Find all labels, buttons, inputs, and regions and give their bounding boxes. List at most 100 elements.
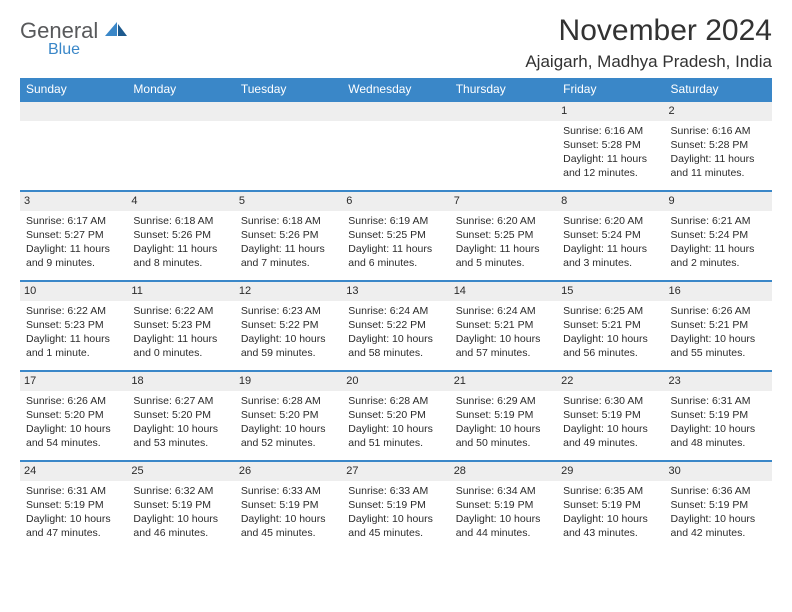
day-sunrise: Sunrise: 6:33 AM <box>241 484 336 498</box>
day-cell: 4Sunrise: 6:18 AMSunset: 5:26 PMDaylight… <box>127 191 234 281</box>
day-sunset: Sunset: 5:19 PM <box>456 408 551 422</box>
day-cell: 30Sunrise: 6:36 AMSunset: 5:19 PMDayligh… <box>665 461 772 551</box>
day-number: 14 <box>450 282 557 301</box>
day-daylight2: and 7 minutes. <box>241 256 336 270</box>
day-sunrise: Sunrise: 6:34 AM <box>456 484 551 498</box>
day-daylight2: and 8 minutes. <box>133 256 228 270</box>
day-sunset: Sunset: 5:24 PM <box>563 228 658 242</box>
day-number: 24 <box>20 462 127 481</box>
day-sunset: Sunset: 5:23 PM <box>26 318 121 332</box>
day-daylight2: and 5 minutes. <box>456 256 551 270</box>
day-sunset: Sunset: 5:28 PM <box>671 138 766 152</box>
day-cell: 21Sunrise: 6:29 AMSunset: 5:19 PMDayligh… <box>450 371 557 461</box>
day-cell <box>450 101 557 191</box>
day-number: 20 <box>342 372 449 391</box>
dayname-row: Sunday Monday Tuesday Wednesday Thursday… <box>20 78 772 101</box>
day-sunset: Sunset: 5:19 PM <box>133 498 228 512</box>
day-daylight1: Daylight: 11 hours <box>133 332 228 346</box>
day-number: 18 <box>127 372 234 391</box>
day-sunrise: Sunrise: 6:25 AM <box>563 304 658 318</box>
day-cell <box>235 101 342 191</box>
day-sunset: Sunset: 5:19 PM <box>26 498 121 512</box>
day-number: 27 <box>342 462 449 481</box>
day-sunrise: Sunrise: 6:16 AM <box>563 124 658 138</box>
day-daylight1: Daylight: 11 hours <box>348 242 443 256</box>
day-daylight1: Daylight: 11 hours <box>671 242 766 256</box>
day-cell: 26Sunrise: 6:33 AMSunset: 5:19 PMDayligh… <box>235 461 342 551</box>
day-cell: 13Sunrise: 6:24 AMSunset: 5:22 PMDayligh… <box>342 281 449 371</box>
day-daylight1: Daylight: 10 hours <box>348 332 443 346</box>
week-row: 17Sunrise: 6:26 AMSunset: 5:20 PMDayligh… <box>20 371 772 461</box>
day-daylight2: and 12 minutes. <box>563 166 658 180</box>
day-daylight1: Daylight: 10 hours <box>563 332 658 346</box>
day-number: 8 <box>557 192 664 211</box>
day-daylight2: and 54 minutes. <box>26 436 121 450</box>
day-number: 22 <box>557 372 664 391</box>
dayname-friday: Friday <box>557 78 664 101</box>
day-sunset: Sunset: 5:20 PM <box>241 408 336 422</box>
day-daylight2: and 57 minutes. <box>456 346 551 360</box>
day-sunrise: Sunrise: 6:16 AM <box>671 124 766 138</box>
day-sunset: Sunset: 5:19 PM <box>563 408 658 422</box>
day-daylight2: and 45 minutes. <box>348 526 443 540</box>
day-daylight1: Daylight: 10 hours <box>241 422 336 436</box>
day-daylight2: and 2 minutes. <box>671 256 766 270</box>
day-sunrise: Sunrise: 6:17 AM <box>26 214 121 228</box>
day-sunset: Sunset: 5:19 PM <box>456 498 551 512</box>
day-daylight2: and 49 minutes. <box>563 436 658 450</box>
day-cell: 23Sunrise: 6:31 AMSunset: 5:19 PMDayligh… <box>665 371 772 461</box>
day-cell: 16Sunrise: 6:26 AMSunset: 5:21 PMDayligh… <box>665 281 772 371</box>
empty-day-bar <box>127 102 234 121</box>
day-number: 3 <box>20 192 127 211</box>
day-cell: 28Sunrise: 6:34 AMSunset: 5:19 PMDayligh… <box>450 461 557 551</box>
day-sunset: Sunset: 5:22 PM <box>348 318 443 332</box>
day-number: 21 <box>450 372 557 391</box>
day-sunrise: Sunrise: 6:26 AM <box>26 394 121 408</box>
day-sunset: Sunset: 5:27 PM <box>26 228 121 242</box>
day-daylight2: and 58 minutes. <box>348 346 443 360</box>
day-number: 11 <box>127 282 234 301</box>
day-sunset: Sunset: 5:25 PM <box>456 228 551 242</box>
day-daylight1: Daylight: 10 hours <box>26 422 121 436</box>
title-block: November 2024 Ajaigarh, Madhya Pradesh, … <box>525 14 772 72</box>
day-sunset: Sunset: 5:24 PM <box>671 228 766 242</box>
day-cell <box>127 101 234 191</box>
day-daylight1: Daylight: 10 hours <box>563 512 658 526</box>
day-daylight2: and 3 minutes. <box>563 256 658 270</box>
day-cell <box>342 101 449 191</box>
week-row: 1Sunrise: 6:16 AMSunset: 5:28 PMDaylight… <box>20 101 772 191</box>
week-row: 10Sunrise: 6:22 AMSunset: 5:23 PMDayligh… <box>20 281 772 371</box>
day-cell: 10Sunrise: 6:22 AMSunset: 5:23 PMDayligh… <box>20 281 127 371</box>
day-number: 16 <box>665 282 772 301</box>
day-number: 1 <box>557 102 664 121</box>
day-daylight2: and 45 minutes. <box>241 526 336 540</box>
day-sunset: Sunset: 5:19 PM <box>241 498 336 512</box>
day-daylight1: Daylight: 11 hours <box>26 242 121 256</box>
day-daylight1: Daylight: 10 hours <box>348 422 443 436</box>
day-sunrise: Sunrise: 6:36 AM <box>671 484 766 498</box>
day-sunrise: Sunrise: 6:22 AM <box>133 304 228 318</box>
day-cell: 7Sunrise: 6:20 AMSunset: 5:25 PMDaylight… <box>450 191 557 281</box>
day-daylight2: and 46 minutes. <box>133 526 228 540</box>
day-number: 25 <box>127 462 234 481</box>
day-sunrise: Sunrise: 6:26 AM <box>671 304 766 318</box>
empty-day-bar <box>342 102 449 121</box>
empty-day-bar <box>450 102 557 121</box>
day-daylight1: Daylight: 11 hours <box>563 242 658 256</box>
day-sunset: Sunset: 5:19 PM <box>563 498 658 512</box>
day-number: 12 <box>235 282 342 301</box>
week-row: 24Sunrise: 6:31 AMSunset: 5:19 PMDayligh… <box>20 461 772 551</box>
day-cell: 27Sunrise: 6:33 AMSunset: 5:19 PMDayligh… <box>342 461 449 551</box>
day-sunrise: Sunrise: 6:28 AM <box>348 394 443 408</box>
day-number: 7 <box>450 192 557 211</box>
logo: General Blue <box>20 20 127 59</box>
dayname-thursday: Thursday <box>450 78 557 101</box>
day-daylight1: Daylight: 10 hours <box>456 332 551 346</box>
location-label: Ajaigarh, Madhya Pradesh, India <box>525 52 772 72</box>
day-sunset: Sunset: 5:20 PM <box>348 408 443 422</box>
day-daylight2: and 56 minutes. <box>563 346 658 360</box>
day-cell: 20 Sunrise: 6:28 AMSunset: 5:20 PMDayligh… <box>342 371 449 461</box>
header-row: General Blue November 2024 Ajaigarh, Mad… <box>20 14 772 72</box>
day-sunrise: Sunrise: 6:27 AM <box>133 394 228 408</box>
day-sunrise: Sunrise: 6:31 AM <box>671 394 766 408</box>
